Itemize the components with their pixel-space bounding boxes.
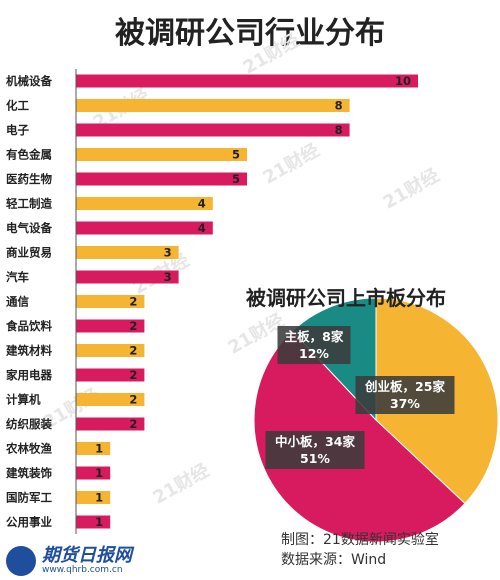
chart-title: 被调研公司行业分布 [115,16,385,51]
pie-label-box [277,326,351,364]
category-label: 计算机 [6,393,41,407]
category-label: 国防军工 [6,491,52,505]
category-label: 家用电器 [6,368,52,382]
bar [76,99,350,112]
bar-value-label: 4 [198,197,206,211]
bar [76,123,350,137]
pie-chart-title: 被调研公司上市板分布 [246,286,446,310]
logo-name: 期货日报网 [42,545,132,566]
bar-value-label: 1 [95,491,103,505]
category-label: 化工 [6,99,29,113]
pie-slice-label: 主板，8家 [285,329,344,344]
bar-value-label: 4 [198,221,206,235]
bar [76,442,111,455]
pie-slice-percent: 12% [299,346,329,361]
bar-value-label: 3 [164,270,172,284]
pie-slice-percent: 51% [300,451,330,466]
bar [76,295,145,308]
credit-author: 制图：21数据新闻实验室 [281,532,439,548]
bar [76,393,145,406]
category-label: 建筑装饰 [6,466,52,480]
bar [76,491,111,504]
bar [76,368,145,382]
category-label: 食品饮料 [6,319,52,333]
credits: 制图：21数据新闻实验室 数据来源：Wind [281,530,439,570]
category-label: 通信 [6,295,29,309]
category-label: 医药生物 [6,172,52,186]
bar [76,466,111,480]
pie-slice-label: 中小板，34家 [275,434,355,449]
pie-slice-percent: 37% [390,396,420,411]
bar [76,515,111,529]
bar [76,197,213,210]
logo-icon [6,546,36,576]
bar-value-label: 3 [164,246,172,260]
bar-value-label: 2 [129,368,137,382]
bar-value-label: 2 [129,417,137,431]
bar [76,148,247,161]
bar [76,270,179,284]
bar [76,74,418,88]
bar-value-label: 5 [232,172,240,186]
category-label: 公用事业 [6,515,52,529]
bar [76,344,145,357]
pie-slice-label: 创业板，25家 [364,379,445,394]
bar-value-label: 2 [129,344,137,358]
pie-label-box [265,431,365,469]
bar [76,417,145,431]
bar [76,172,247,186]
category-label: 轻工制造 [6,197,52,211]
category-label: 电气设备 [6,221,52,235]
bar-value-label: 8 [335,99,343,113]
bar-value-label: 2 [129,295,137,309]
bar-value-label: 5 [232,148,240,162]
category-label: 机械设备 [6,74,52,88]
credit-source: 数据来源：Wind [281,552,387,568]
logo-url: www.qhrb.com.cn [42,565,123,575]
category-label: 纺织服装 [6,417,52,431]
category-label: 汽车 [6,270,29,284]
bar [76,246,179,259]
category-label: 建筑材料 [6,344,52,358]
bar-value-label: 1 [95,442,103,456]
bar-value-label: 2 [129,319,137,333]
bar-value-label: 8 [335,123,343,137]
bar-value-label: 1 [95,515,103,529]
site-logo: 期货日报网 www.qhrb.com.cn [6,546,132,576]
bar-value-label: 2 [129,393,137,407]
category-label: 电子 [6,123,29,137]
bar-value-label: 1 [95,466,103,480]
bar [76,221,213,235]
category-label: 商业贸易 [6,246,52,260]
bar [76,319,145,333]
category-label: 有色金属 [6,148,52,162]
category-label: 农林牧渔 [5,442,52,456]
bar-value-label: 10 [395,74,411,88]
pie-label-box [355,376,455,414]
